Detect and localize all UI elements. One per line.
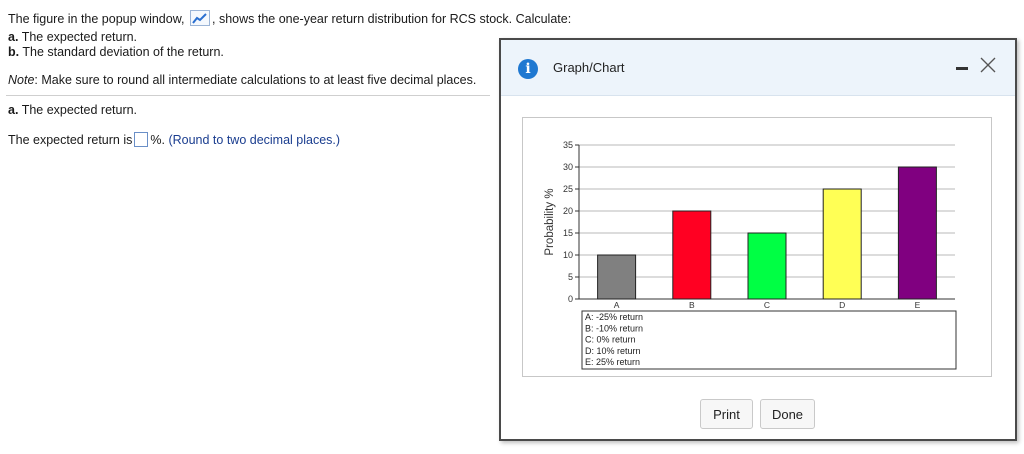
y-tick-label: 5 xyxy=(568,272,573,282)
answer-prefix: The expected return is xyxy=(8,132,133,147)
legend-entry: D: 10% return xyxy=(585,346,641,356)
y-axis-label: Probability % xyxy=(544,188,556,255)
expected-return-input[interactable] xyxy=(134,132,149,147)
answer-suffix: %. xyxy=(150,132,165,147)
bar-B xyxy=(672,210,712,300)
intro-before-icon: The figure in the popup window, xyxy=(8,11,185,26)
x-tick-label: A xyxy=(614,300,620,310)
note-text: : Make sure to round all intermediate ca… xyxy=(34,73,477,87)
bar-A xyxy=(597,254,637,300)
graph-popup: i Graph/Chart 0 5 10 15 20 25 30 35 Probability … xyxy=(499,38,1017,441)
print-button[interactable]: Print xyxy=(700,399,753,429)
part-a-label: a. xyxy=(8,30,19,44)
y-tick-label: 25 xyxy=(563,184,573,194)
section-a-text: The expected return. xyxy=(21,103,138,117)
part-a-text: The expected return. xyxy=(21,30,138,44)
bar-C xyxy=(747,232,787,300)
bar-chart: 0 5 10 15 20 25 30 35 Probability % A B C D E A: -25% … xyxy=(544,140,957,370)
x-tick-label: B xyxy=(689,300,695,310)
legend-entry: B: -10% return xyxy=(585,323,643,333)
legend-entry: E: 25% return xyxy=(585,357,640,367)
close-button[interactable] xyxy=(977,54,999,76)
popup-title: Graph/Chart xyxy=(553,60,625,75)
x-tick-label: D xyxy=(839,300,845,310)
note-label: Note xyxy=(8,73,35,87)
section-a-heading: a. The expected return. xyxy=(8,103,137,117)
legend-entry: A: -25% return xyxy=(585,312,643,322)
answer-line: The expected return is%. (Round to two d… xyxy=(8,132,340,149)
close-icon xyxy=(980,57,996,73)
chart-frame: 0 5 10 15 20 25 30 35 Probability % A B C D E A: -25% … xyxy=(522,117,992,377)
y-tick-label: 0 xyxy=(568,294,573,304)
part-b-text: The standard deviation of the return. xyxy=(22,45,224,59)
x-tick-label: C xyxy=(764,300,770,310)
legend-box xyxy=(581,310,957,370)
bar-E xyxy=(897,166,937,300)
popup-header: i Graph/Chart xyxy=(501,40,1015,96)
bar-D xyxy=(822,188,862,300)
minimize-button[interactable] xyxy=(954,58,970,74)
y-tick-label: 15 xyxy=(563,228,573,238)
info-icon: i xyxy=(518,59,538,79)
intro-after-icon: , shows the one-year return distribution… xyxy=(212,11,572,26)
chart-icon[interactable] xyxy=(190,10,210,26)
section-a-label: a. xyxy=(8,103,19,117)
y-tick-label: 30 xyxy=(563,162,573,172)
y-tick-label: 20 xyxy=(563,206,573,216)
part-a-line: a. The expected return. xyxy=(8,30,137,44)
x-tick-label: E xyxy=(915,300,921,310)
done-button[interactable]: Done xyxy=(760,399,815,429)
question-intro: The figure in the popup window, , shows … xyxy=(8,10,571,29)
part-b-label: b. xyxy=(8,45,20,59)
answer-hint: (Round to two decimal places.) xyxy=(168,132,341,147)
y-tick-label: 10 xyxy=(563,250,573,260)
divider xyxy=(6,95,490,96)
part-b-line: b. The standard deviation of the return. xyxy=(8,45,224,59)
y-tick-label: 35 xyxy=(563,140,573,150)
note-line: Note: Make sure to round all intermediat… xyxy=(8,73,476,87)
legend-entry: C: 0% return xyxy=(585,335,636,345)
